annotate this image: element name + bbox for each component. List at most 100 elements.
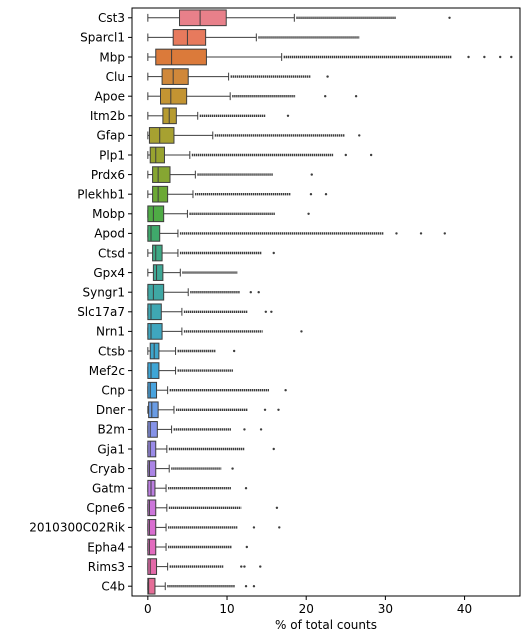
- box-body: [147, 421, 158, 438]
- box-Gja1: [147, 440, 275, 458]
- outlier-point: [300, 330, 303, 333]
- box-Ctsd: [147, 244, 275, 262]
- outlier-point: [263, 408, 267, 411]
- outlier-point: [277, 408, 280, 411]
- outlier-point: [243, 428, 246, 431]
- y-tick-label: Prdx6: [91, 168, 125, 182]
- box-Mobp: [147, 205, 310, 223]
- outlier-point: [249, 291, 252, 294]
- box-body: [147, 440, 157, 458]
- box-body: [147, 323, 163, 340]
- y-tick-label: Gfap: [97, 129, 126, 143]
- outlier-point: [395, 232, 398, 235]
- outlier-point: [243, 565, 246, 568]
- box-Plekhb1: [147, 185, 328, 203]
- box-body: [152, 185, 169, 203]
- x-axis-label: % of total counts: [275, 618, 377, 632]
- outlier-point: [252, 585, 256, 588]
- box-Mef2c: [147, 362, 234, 379]
- outlier-point: [278, 526, 281, 529]
- x-tick-label: 40: [457, 602, 472, 616]
- box-Rims3: [147, 558, 262, 575]
- outlier-point: [245, 545, 249, 549]
- y-tick-label: B2m: [97, 423, 125, 437]
- box-body: [179, 9, 227, 27]
- outlier-point: [272, 447, 275, 451]
- box-body: [147, 303, 162, 321]
- y-tick-label: Mef2c: [89, 364, 125, 378]
- y-tick-label: Plp1: [99, 148, 125, 162]
- y-tick-label: Gja1: [97, 442, 125, 456]
- box-2010300C02Rik: [147, 519, 281, 536]
- box-body: [147, 460, 157, 477]
- box-body: [147, 538, 157, 556]
- y-tick-label: Nrn1: [96, 325, 125, 339]
- box-Mbp: [147, 48, 513, 66]
- outlier-point: [286, 114, 290, 118]
- plot-frame: [131, 7, 521, 597]
- box-Plp1: [147, 146, 373, 164]
- y-tick-label: Plekhb1: [77, 188, 125, 202]
- y-tick-label: Gpx4: [93, 266, 125, 280]
- x-tick-label: 20: [299, 602, 314, 616]
- outlier-point: [326, 75, 329, 78]
- outlier-point: [324, 193, 328, 196]
- box-body: [155, 48, 207, 66]
- outlier-point: [259, 428, 263, 431]
- y-tick-label: Mobp: [92, 207, 125, 221]
- outlier-point: [310, 173, 313, 176]
- box-body: [149, 146, 165, 164]
- y-tick-label: C4b: [101, 580, 125, 594]
- outlier-point: [244, 487, 248, 490]
- outlier-point: [354, 95, 358, 98]
- outlier-point: [499, 55, 502, 59]
- y-tick-label: Syngr1: [82, 286, 125, 300]
- box-body: [161, 68, 189, 85]
- outlier-point: [369, 153, 373, 157]
- box-Ctsb: [147, 342, 236, 360]
- y-tick-label: Rims3: [88, 560, 125, 574]
- box-body: [148, 401, 159, 419]
- outlier-point: [358, 134, 361, 137]
- box-Gfap: [147, 127, 361, 144]
- box-Apoe: [147, 87, 358, 105]
- x-axis-ticks: 0 10 20 30 40: [144, 596, 472, 616]
- box-C4b: [147, 577, 256, 595]
- y-tick-label: Mbp: [99, 50, 125, 64]
- y-tick-label: Ctsd: [98, 246, 125, 260]
- outlier-point: [448, 16, 451, 19]
- y-tick-label: Apod: [94, 227, 125, 241]
- y-tick-label: Cpne6: [86, 501, 125, 515]
- y-tick-label: 2010300C02Rik: [29, 521, 125, 535]
- y-tick-label: Apoe: [94, 90, 125, 104]
- outlier-point: [483, 55, 486, 59]
- box-body: [147, 519, 157, 536]
- outlier-point: [252, 526, 256, 529]
- box-body: [147, 558, 158, 575]
- outlier-point: [231, 467, 234, 470]
- y-tick-label: Dner: [96, 403, 125, 417]
- y-tick-label: Epha4: [87, 540, 125, 554]
- box-Sparcl1: [147, 29, 360, 46]
- boxes-layer: [147, 9, 513, 595]
- outlier-point: [264, 310, 268, 313]
- x-tick-label: 10: [219, 602, 234, 616]
- y-tick-label: Gatm: [92, 482, 125, 496]
- box-B2m: [147, 421, 263, 438]
- outlier-point: [259, 565, 262, 568]
- box-body: [147, 499, 157, 517]
- box-Syngr1: [147, 283, 260, 301]
- box-body: [172, 29, 207, 46]
- y-tick-label: Clu: [106, 70, 125, 84]
- outlier-point: [275, 506, 279, 509]
- outlier-point: [309, 193, 313, 196]
- box-body: [148, 127, 175, 144]
- outlier-point: [240, 565, 243, 568]
- y-tick-label: Ctsb: [98, 344, 125, 358]
- outlier-point: [244, 585, 248, 588]
- box-Clu: [147, 68, 329, 85]
- box-Apod: [147, 225, 446, 242]
- outlier-point: [257, 291, 260, 294]
- outlier-point: [443, 232, 446, 235]
